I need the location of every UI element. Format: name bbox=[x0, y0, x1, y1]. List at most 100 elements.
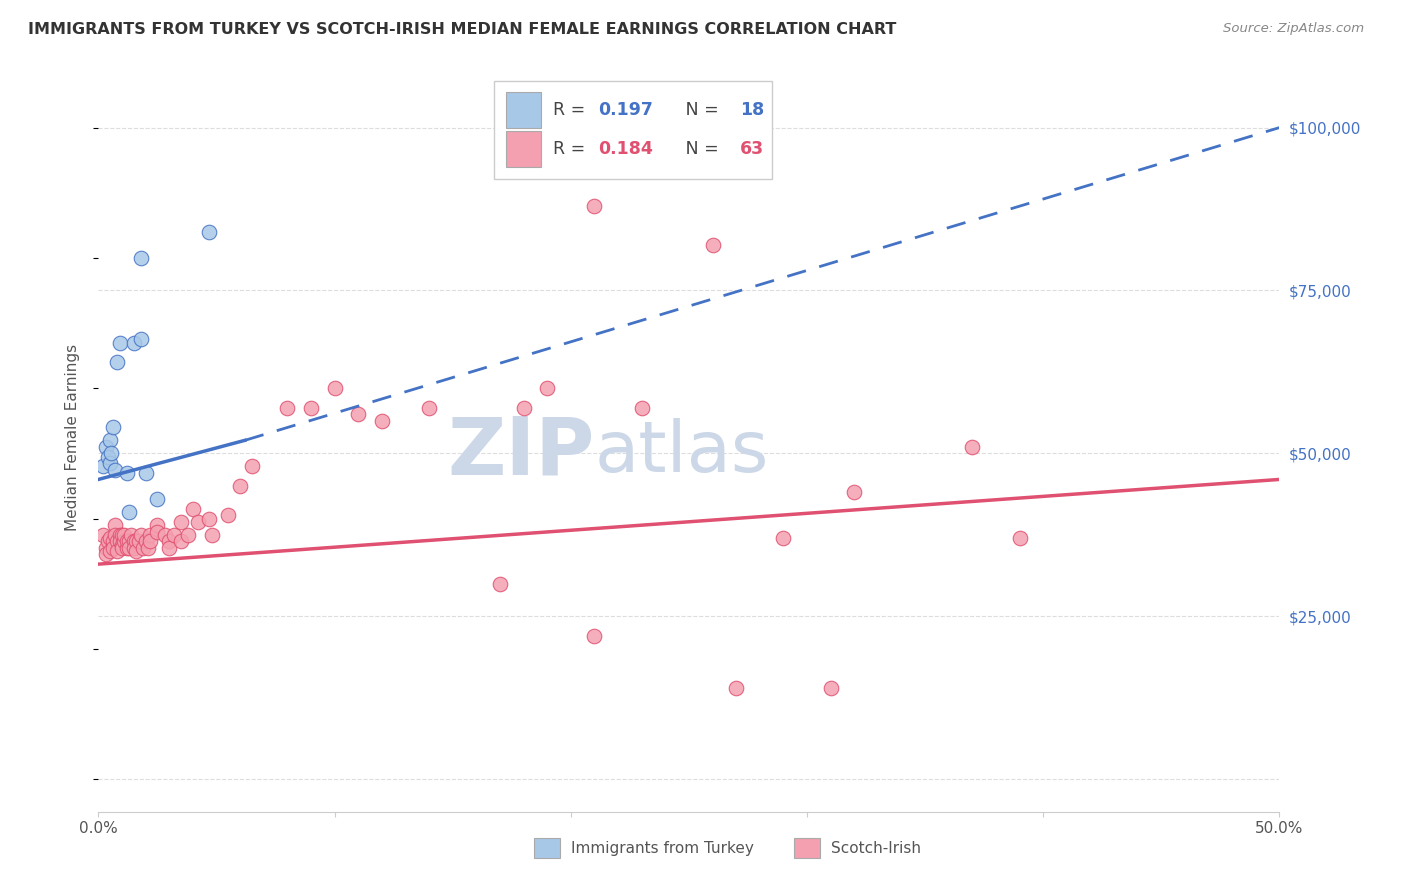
Text: N =: N = bbox=[669, 101, 724, 119]
Point bbox=[299, 401, 322, 415]
Point bbox=[489, 576, 512, 591]
Point bbox=[97, 450, 120, 464]
Point bbox=[105, 544, 128, 558]
Text: Scotch-Irish: Scotch-Irish bbox=[831, 841, 921, 855]
Point bbox=[111, 538, 134, 552]
FancyBboxPatch shape bbox=[494, 81, 772, 178]
Point bbox=[101, 534, 124, 549]
Point bbox=[512, 401, 534, 415]
Text: 0.197: 0.197 bbox=[598, 101, 652, 119]
Point bbox=[115, 534, 138, 549]
Text: 63: 63 bbox=[740, 140, 763, 159]
Point bbox=[94, 541, 117, 555]
Text: 18: 18 bbox=[740, 101, 763, 119]
Point bbox=[136, 541, 159, 555]
Point bbox=[146, 524, 169, 539]
Point bbox=[105, 534, 128, 549]
Point bbox=[111, 528, 134, 542]
Point bbox=[583, 629, 606, 643]
Point bbox=[418, 401, 440, 415]
Point bbox=[1008, 531, 1031, 545]
Point bbox=[112, 534, 135, 549]
Point bbox=[772, 531, 794, 545]
Point bbox=[276, 401, 298, 415]
Point bbox=[115, 541, 138, 555]
Point bbox=[108, 335, 131, 350]
Y-axis label: Median Female Earnings: Median Female Earnings bbox=[65, 343, 80, 531]
Text: 0.184: 0.184 bbox=[598, 140, 652, 159]
Point bbox=[240, 459, 263, 474]
Point bbox=[101, 420, 124, 434]
Point bbox=[104, 528, 127, 542]
Point bbox=[536, 381, 558, 395]
Point bbox=[128, 534, 150, 549]
Point bbox=[108, 528, 131, 542]
Point bbox=[146, 518, 169, 533]
Point bbox=[105, 355, 128, 369]
Point bbox=[94, 547, 117, 561]
Point bbox=[118, 541, 141, 555]
Text: Immigrants from Turkey: Immigrants from Turkey bbox=[571, 841, 754, 855]
Point bbox=[820, 681, 842, 695]
Point bbox=[163, 528, 186, 542]
Point bbox=[177, 528, 200, 542]
Point bbox=[187, 515, 209, 529]
Point bbox=[104, 518, 127, 533]
Point bbox=[91, 459, 114, 474]
Point bbox=[104, 463, 127, 477]
Point bbox=[198, 225, 221, 239]
Point bbox=[115, 466, 138, 480]
Text: R =: R = bbox=[553, 101, 591, 119]
Point bbox=[98, 531, 121, 545]
Point bbox=[201, 528, 224, 542]
Point bbox=[630, 401, 652, 415]
Point bbox=[98, 456, 121, 470]
Bar bbox=[506, 92, 541, 128]
Point bbox=[725, 681, 748, 695]
Text: N =: N = bbox=[669, 140, 724, 159]
Point bbox=[323, 381, 346, 395]
Point bbox=[962, 440, 984, 454]
Point bbox=[153, 528, 176, 542]
Point bbox=[129, 251, 152, 265]
Point bbox=[139, 534, 162, 549]
Point bbox=[170, 534, 193, 549]
Point bbox=[129, 528, 152, 542]
Point bbox=[229, 479, 252, 493]
Point bbox=[146, 491, 169, 506]
Point bbox=[121, 528, 143, 542]
Point bbox=[111, 541, 134, 555]
Point bbox=[347, 407, 370, 421]
Bar bbox=[506, 131, 541, 168]
Point bbox=[132, 541, 155, 555]
Point bbox=[702, 238, 724, 252]
Point bbox=[125, 544, 148, 558]
Point bbox=[118, 534, 141, 549]
Point bbox=[98, 434, 121, 448]
Point bbox=[181, 501, 204, 516]
Point bbox=[139, 528, 162, 542]
Point bbox=[118, 505, 141, 519]
Point bbox=[94, 440, 117, 454]
Point bbox=[129, 332, 152, 346]
Point bbox=[371, 414, 394, 428]
Point bbox=[135, 534, 157, 549]
Text: ZIP: ZIP bbox=[447, 413, 595, 491]
Point bbox=[198, 511, 221, 525]
Point bbox=[101, 541, 124, 555]
Point bbox=[170, 515, 193, 529]
Point bbox=[108, 534, 131, 549]
Point bbox=[122, 541, 145, 555]
Point bbox=[122, 534, 145, 549]
Point bbox=[100, 446, 122, 460]
Point bbox=[112, 528, 135, 542]
Point bbox=[98, 544, 121, 558]
Point bbox=[157, 534, 180, 549]
Point bbox=[844, 485, 866, 500]
Point bbox=[157, 541, 180, 555]
Point bbox=[125, 534, 148, 549]
Point bbox=[217, 508, 239, 523]
Point bbox=[91, 528, 114, 542]
Text: IMMIGRANTS FROM TURKEY VS SCOTCH-IRISH MEDIAN FEMALE EARNINGS CORRELATION CHART: IMMIGRANTS FROM TURKEY VS SCOTCH-IRISH M… bbox=[28, 22, 897, 37]
Point bbox=[135, 466, 157, 480]
